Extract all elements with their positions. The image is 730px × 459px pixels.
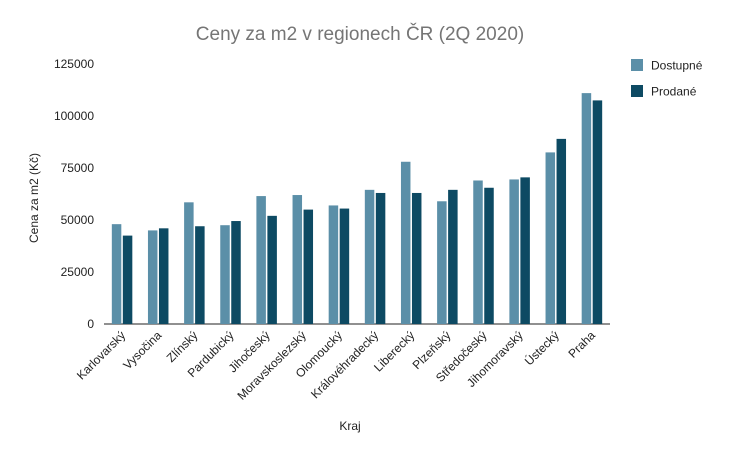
bar-dostupne bbox=[256, 196, 266, 324]
bar-dostupne bbox=[111, 224, 122, 324]
bar-dostupne bbox=[292, 195, 303, 324]
bar-prodane bbox=[231, 221, 241, 324]
bar-prodane bbox=[195, 226, 205, 324]
y-axis-label: Cena za m2 (Kč) bbox=[27, 153, 41, 243]
bar-dostupne bbox=[545, 152, 556, 324]
legend: Dostupné Prodané bbox=[631, 59, 703, 99]
bar-dostupne bbox=[509, 179, 519, 324]
legend-label: Dostupné bbox=[651, 59, 703, 73]
legend-swatch bbox=[631, 59, 643, 71]
y-tick-label: 125000 bbox=[54, 57, 94, 71]
bar-prodane bbox=[303, 209, 314, 324]
legend-label: Prodané bbox=[651, 85, 697, 99]
bar-dostupne bbox=[437, 201, 447, 324]
bar-prodane bbox=[556, 138, 567, 324]
bars bbox=[111, 93, 603, 325]
y-tick-label: 25000 bbox=[61, 265, 95, 279]
legend-swatch bbox=[631, 85, 643, 97]
bar-prodane bbox=[411, 192, 422, 324]
bar-dostupne bbox=[473, 180, 483, 324]
chart-title: Ceny za m2 v regionech ČR (2Q 2020) bbox=[196, 23, 524, 45]
bar-dostupne bbox=[184, 202, 194, 324]
bar-prodane bbox=[339, 208, 350, 324]
bar-prodane bbox=[592, 100, 603, 325]
bar-dostupne bbox=[400, 161, 411, 324]
bar-prodane bbox=[448, 189, 458, 324]
bar-dostupne bbox=[220, 225, 230, 324]
y-tick-label: 0 bbox=[87, 317, 94, 331]
bar-prodane bbox=[375, 192, 386, 324]
y-tick-label: 75000 bbox=[61, 161, 95, 175]
bar-dostupne bbox=[581, 93, 592, 325]
y-tick-label: 50000 bbox=[61, 213, 95, 227]
bar-dostupne bbox=[328, 205, 339, 324]
bar-dostupne bbox=[147, 230, 158, 324]
y-tick-label: 100000 bbox=[54, 109, 94, 123]
bar-prodane bbox=[158, 228, 169, 324]
bar-dostupne bbox=[364, 189, 375, 324]
bar-prodane bbox=[122, 235, 133, 324]
bar-prodane bbox=[267, 215, 277, 324]
bar-prodane bbox=[484, 187, 494, 324]
x-axis-label: Kraj bbox=[339, 419, 360, 433]
bar-prodane bbox=[520, 177, 530, 324]
